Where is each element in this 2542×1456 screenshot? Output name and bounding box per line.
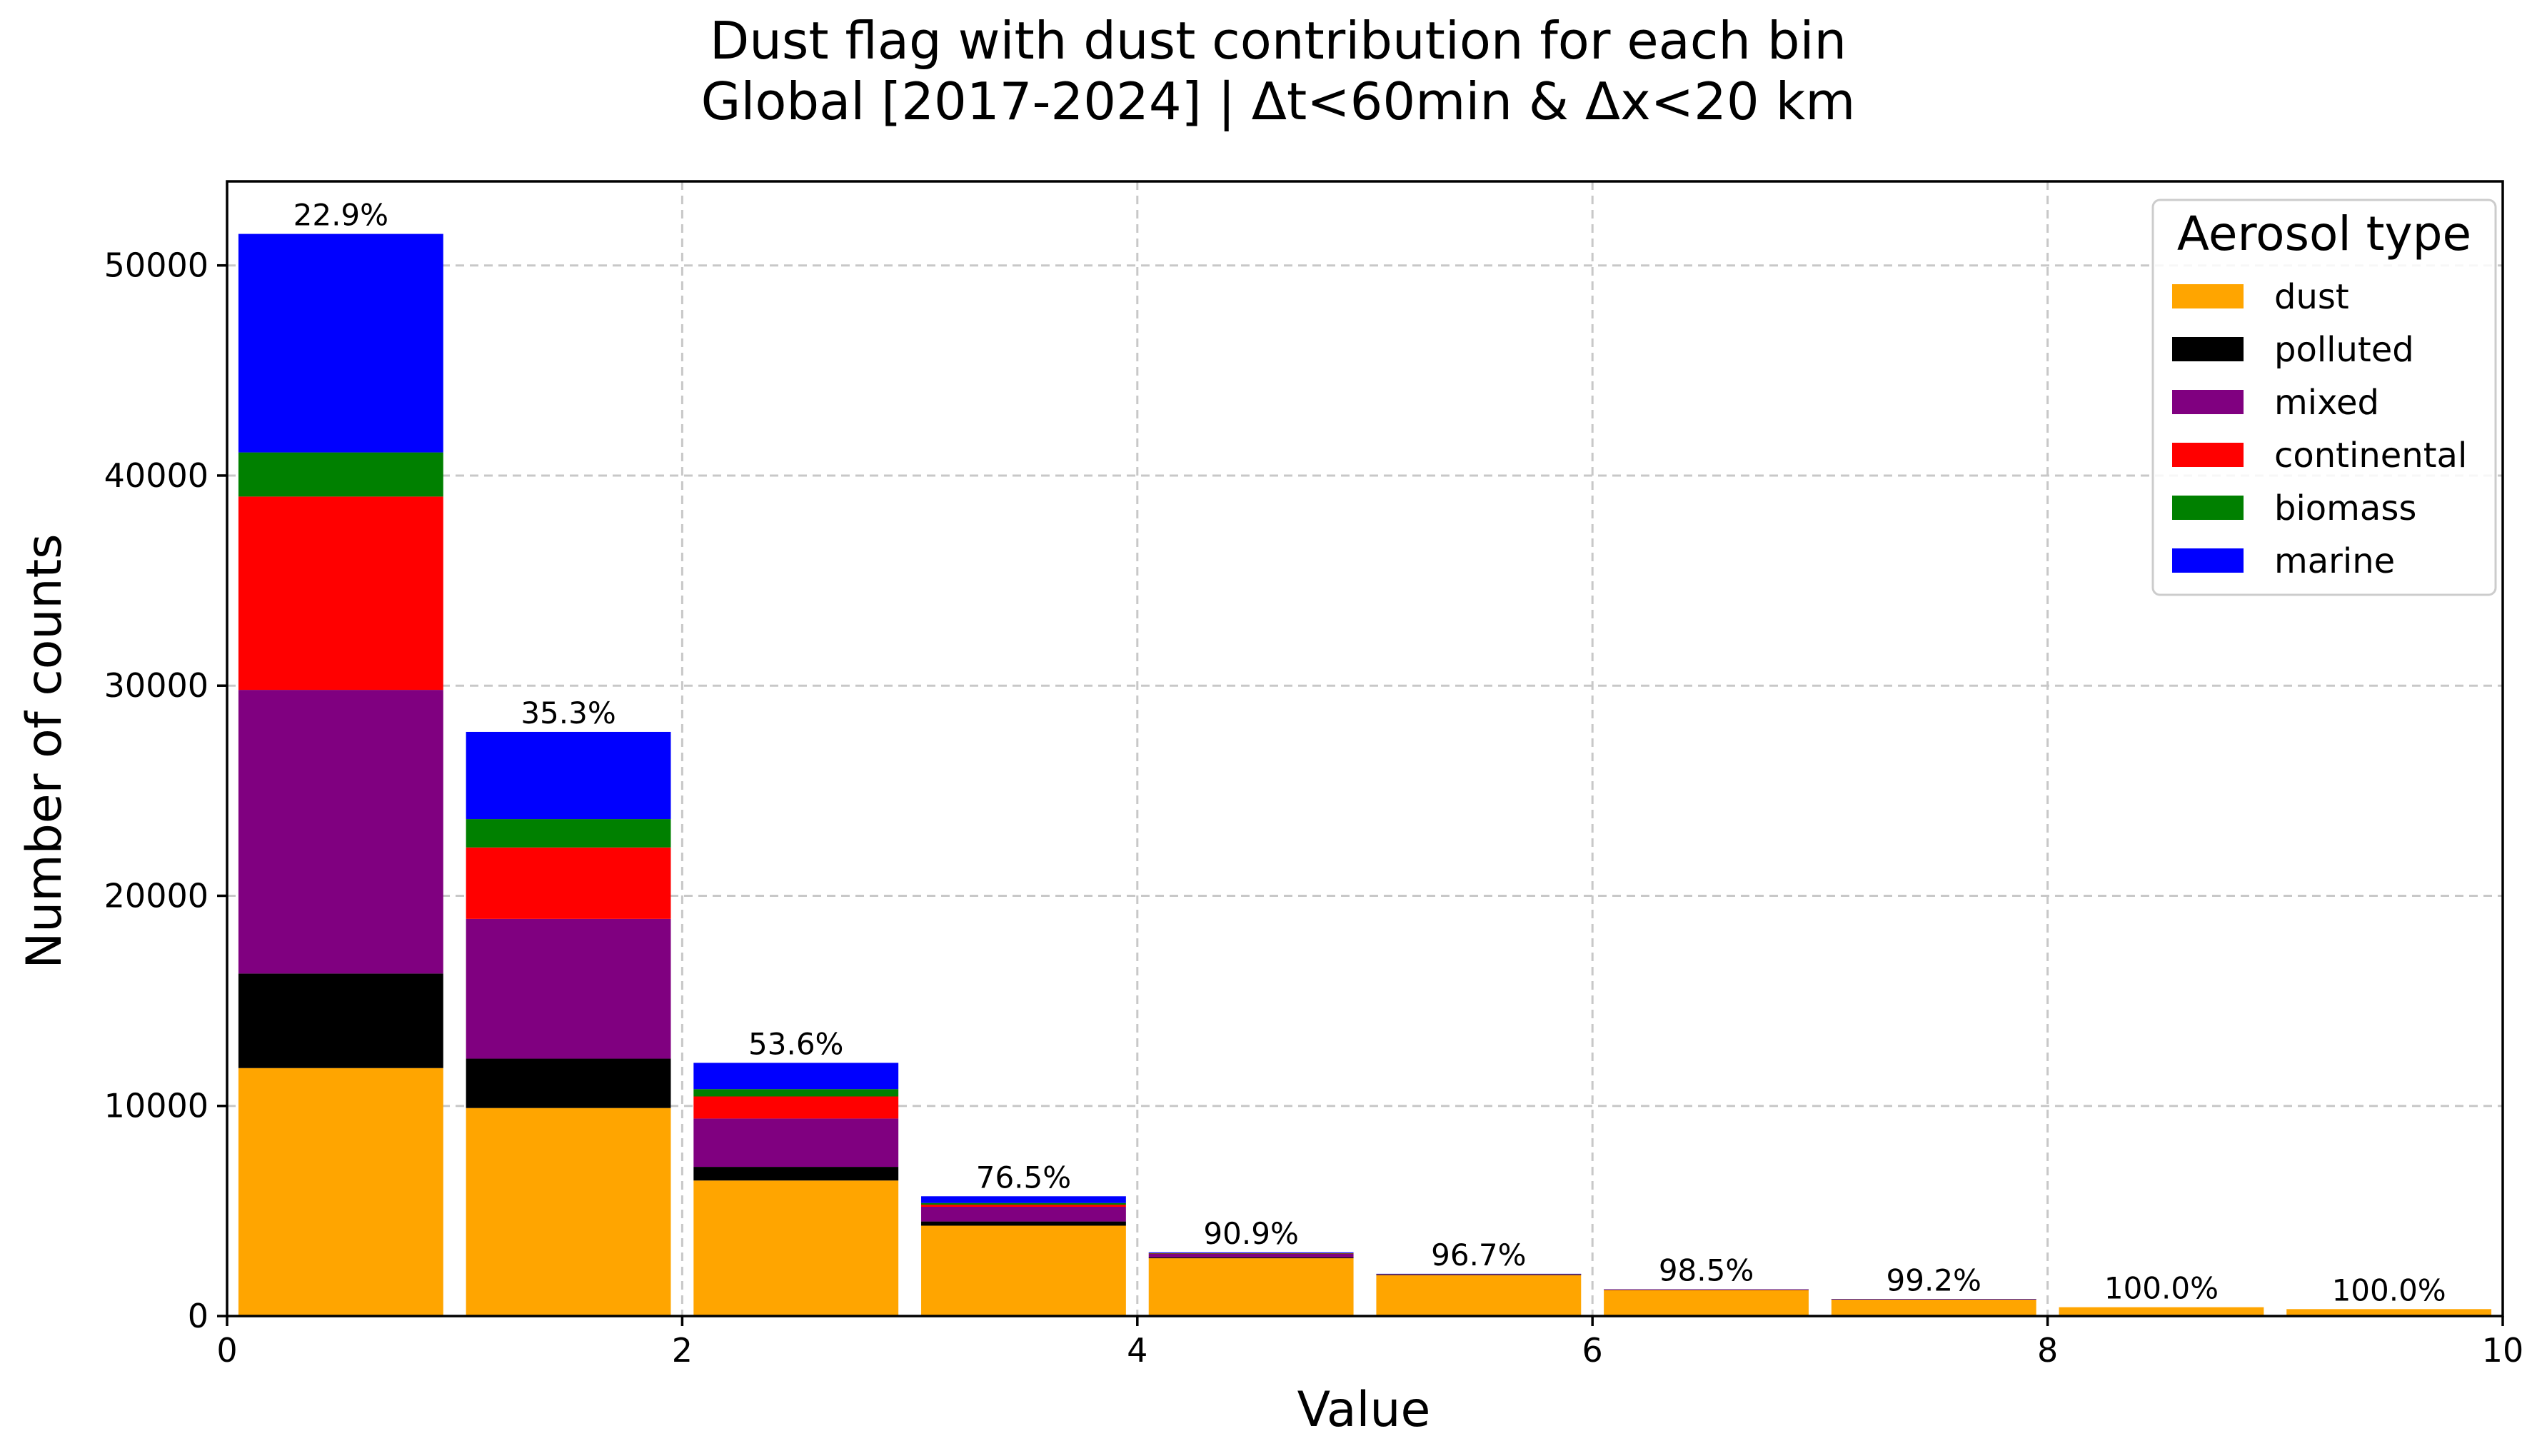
bar-segment-continental xyxy=(921,1205,1126,1207)
bar-data-label: 53.6% xyxy=(748,1026,843,1061)
bar-data-label: 76.5% xyxy=(976,1160,1071,1195)
bar-segment-polluted xyxy=(693,1167,899,1181)
bar-segment-biomass xyxy=(921,1203,1126,1205)
bar-segment-polluted xyxy=(238,973,443,1068)
legend-swatch-biomass xyxy=(2172,496,2244,520)
bar-segment-marine xyxy=(238,234,443,453)
bar-segment-continental xyxy=(238,496,443,691)
bar-segment-biomass xyxy=(238,452,443,497)
bar-segment-marine xyxy=(693,1063,899,1090)
bar-segment-dust xyxy=(693,1180,899,1316)
bar-segment-biomass xyxy=(466,819,671,848)
y-tick-label: 30000 xyxy=(104,666,209,705)
legend-label-dust: dust xyxy=(2274,277,2349,317)
bar-segment-mixed xyxy=(921,1206,1126,1222)
legend-label-biomass: biomass xyxy=(2274,488,2416,528)
bar-segment-dust xyxy=(2059,1307,2264,1316)
bar-segment-marine xyxy=(921,1196,1126,1203)
bar-data-label: 35.3% xyxy=(521,696,616,730)
bar-segment-mixed xyxy=(466,918,671,1059)
bar-segment-marine xyxy=(1376,1273,1582,1275)
legend-label-polluted: polluted xyxy=(2274,330,2414,370)
bar-segment-dust xyxy=(1148,1258,1354,1316)
bar-segment-biomass xyxy=(693,1089,899,1097)
bar-segment-marine xyxy=(1831,1299,2036,1300)
legend-swatch-polluted xyxy=(2172,337,2244,361)
chart-title-line-2: Global [2017-2024] | Δt<60min & Δx<20 km xyxy=(701,71,1856,132)
bar-segment-dust xyxy=(921,1225,1126,1316)
bar-segment-marine xyxy=(466,731,671,820)
bar-segment-marine xyxy=(1148,1252,1354,1254)
legend-swatch-dust xyxy=(2172,284,2244,308)
bar-data-label: 100.0% xyxy=(2332,1272,2446,1307)
bar-segment-dust xyxy=(2286,1309,2492,1316)
bar-data-label: 96.7% xyxy=(1431,1237,1526,1272)
bar-segment-biomass xyxy=(1376,1274,1582,1275)
legend-swatch-marine xyxy=(2172,548,2244,573)
x-tick-label: 10 xyxy=(2482,1331,2524,1370)
plot-frame xyxy=(226,180,2504,1317)
chart-title-line-1: Dust flag with dust contribution for eac… xyxy=(710,11,1847,71)
bar-segment-dust xyxy=(1831,1299,2036,1316)
y-tick-label: 40000 xyxy=(104,456,209,495)
legend-label-marine: marine xyxy=(2274,541,2395,581)
bar-segment-mixed xyxy=(693,1118,899,1168)
x-tick-label: 8 xyxy=(2037,1331,2058,1370)
bar-segment-continental xyxy=(1148,1253,1354,1254)
bar-segment-dust xyxy=(1376,1275,1582,1316)
x-tick-label: 2 xyxy=(672,1331,693,1370)
bar-segment-polluted xyxy=(921,1221,1126,1226)
x-tick-label: 6 xyxy=(1582,1331,1603,1370)
bar-segment-dust xyxy=(466,1108,671,1316)
bar-segment-dust xyxy=(238,1068,443,1316)
bar-data-label: 100.0% xyxy=(2104,1271,2219,1306)
y-axis-label: Number of counts xyxy=(16,533,73,968)
chart-title: Dust flag with dust contribution for eac… xyxy=(701,11,1856,132)
y-tick-label: 10000 xyxy=(104,1087,209,1125)
bar-segment-mixed xyxy=(238,690,443,974)
legend-swatch-mixed xyxy=(2172,390,2244,414)
legend-label-mixed: mixed xyxy=(2274,383,2379,423)
bar-segment-mixed xyxy=(1148,1253,1354,1257)
y-tick-label: 20000 xyxy=(104,876,209,915)
axis-ticks: 0 2 4 6 8 10 0 10000 20000 30000 40000 50000 xyxy=(104,246,2524,1370)
bar-segment-biomass xyxy=(1148,1253,1354,1254)
legend: Aerosol type dust polluted mixed continental… xyxy=(2151,199,2497,596)
x-tick-label: 0 xyxy=(216,1331,237,1370)
bar-segment-polluted xyxy=(466,1058,671,1108)
bar-data-label: 98.5% xyxy=(1659,1253,1754,1288)
y-tick-label: 0 xyxy=(188,1297,209,1335)
legend-swatch-continental xyxy=(2172,443,2244,467)
x-tick-label: 4 xyxy=(1127,1331,1147,1370)
bar-segment-continental xyxy=(466,847,671,919)
bar-segment-polluted xyxy=(1148,1257,1354,1259)
x-axis-label: Value xyxy=(1297,1382,1431,1438)
legend-label-continental: continental xyxy=(2274,436,2467,476)
bar-segment-mixed xyxy=(1376,1274,1582,1275)
bar-data-label: 90.9% xyxy=(1203,1216,1298,1251)
data-labels: 22.9% 35.3% 53.6% 76.5% 90.9% 96.7% 98.5% 99.2%… xyxy=(293,198,2446,1308)
bars xyxy=(238,234,2492,1316)
bar-segment-dust xyxy=(1604,1290,1809,1316)
bar-segment-continental xyxy=(693,1096,899,1119)
bar-data-label: 99.2% xyxy=(1887,1262,1981,1297)
legend-title: Aerosol type xyxy=(2177,206,2471,261)
y-tick-label: 50000 xyxy=(104,246,209,285)
bar-data-label: 22.9% xyxy=(293,198,388,233)
